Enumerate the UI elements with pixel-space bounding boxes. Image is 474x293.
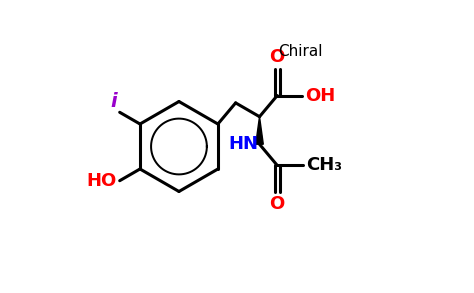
- Text: HN: HN: [228, 135, 258, 153]
- Text: HO: HO: [87, 172, 117, 190]
- Text: Chiral: Chiral: [278, 45, 323, 59]
- Polygon shape: [256, 117, 263, 144]
- Text: O: O: [270, 47, 285, 66]
- Text: OH: OH: [305, 86, 335, 105]
- Text: CH₃: CH₃: [306, 156, 342, 174]
- Text: O: O: [270, 195, 285, 213]
- Text: i: i: [110, 92, 117, 111]
